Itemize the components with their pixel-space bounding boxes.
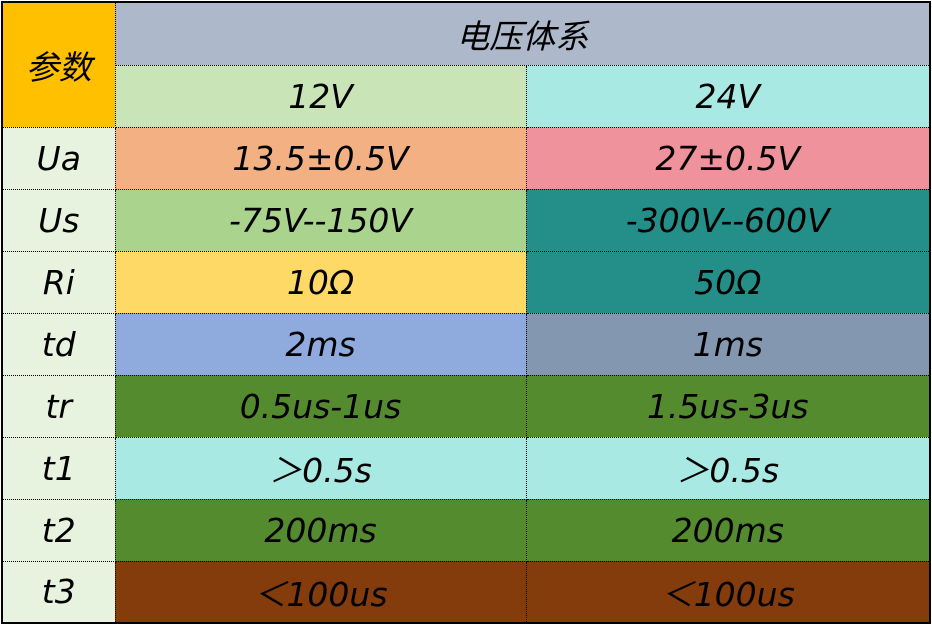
value-12v-cell: 0.5us-1us [114, 374, 527, 438]
value-12v-cell: ＜100us [114, 560, 527, 624]
table-row: t2 200ms 200ms [1, 498, 931, 562]
value-12v-cell: -75V--150V [114, 188, 527, 252]
table-row: tr 0.5us-1us 1.5us-3us [1, 374, 931, 438]
value-24v-cell: ＜100us [525, 560, 931, 624]
table-row: Ri 10Ω 50Ω [1, 250, 931, 314]
value-24v-cell: 50Ω [525, 250, 931, 314]
value-24v-cell: 1.5us-3us [525, 374, 931, 438]
table-row: Ua 13.5±0.5V 27±0.5V [1, 126, 931, 190]
param-cell: Ua [1, 126, 116, 190]
value-12v-cell: 13.5±0.5V [114, 126, 527, 190]
table-row: td 2ms 1ms [1, 312, 931, 376]
voltage-system-header-cell: 电压体系 [114, 1, 931, 66]
value-24v-cell: 1ms [525, 312, 931, 376]
value-12v-cell: 2ms [114, 312, 527, 376]
table-row: t3 ＜100us ＜100us [1, 560, 931, 624]
value-12v-cell: 200ms [114, 498, 527, 562]
table-row: Us -75V--150V -300V--600V [1, 188, 931, 252]
header-12v-cell: 12V [114, 64, 527, 128]
subheader-row: 12V 24V [2, 64, 931, 128]
param-cell: Ri [1, 250, 116, 314]
param-header-cell: 参数 [1, 1, 116, 128]
param-cell: tr [1, 374, 116, 438]
param-cell: t1 [1, 436, 116, 500]
value-24v-cell: 27±0.5V [525, 126, 931, 190]
param-cell: td [1, 312, 116, 376]
table-row: t1 ＞0.5s ＞0.5s [1, 436, 931, 500]
value-12v-cell: 10Ω [114, 250, 527, 314]
header-row: 参数 电压体系 [1, 1, 931, 128]
value-12v-cell: ＞0.5s [114, 436, 527, 500]
param-cell: Us [1, 188, 116, 252]
param-cell: t3 [1, 560, 116, 624]
value-24v-cell: ＞0.5s [525, 436, 931, 500]
value-24v-cell: -300V--600V [525, 188, 931, 252]
header-24v-cell: 24V [525, 64, 931, 128]
param-cell: t2 [1, 498, 116, 562]
value-24v-cell: 200ms [525, 498, 931, 562]
